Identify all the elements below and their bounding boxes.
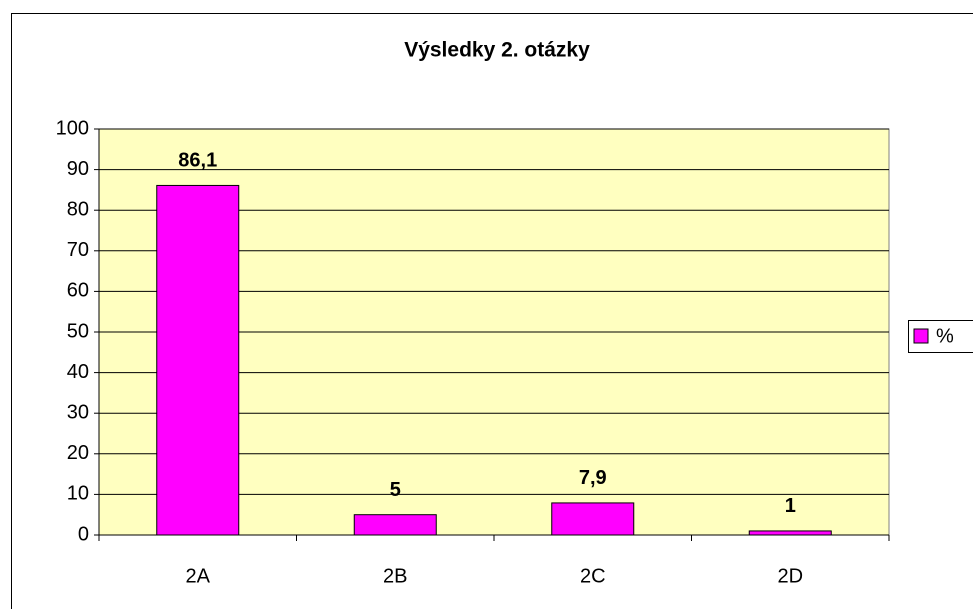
y-tick-label: 80 bbox=[67, 198, 89, 220]
y-tick-label: 0 bbox=[78, 523, 89, 545]
value-label: 1 bbox=[785, 495, 796, 517]
y-tick-label: 70 bbox=[67, 239, 89, 261]
y-tick-label: 10 bbox=[67, 483, 89, 505]
value-label: 7,9 bbox=[579, 467, 607, 489]
y-tick-label: 20 bbox=[67, 442, 89, 464]
chart-title: Výsledky 2. otázky bbox=[404, 39, 590, 62]
bar bbox=[156, 184, 240, 536]
x-tick-label: 2A bbox=[186, 565, 211, 587]
bar bbox=[551, 502, 635, 536]
y-tick-label: 40 bbox=[67, 361, 89, 383]
x-tick-label: 2D bbox=[777, 565, 803, 587]
bar bbox=[353, 514, 437, 536]
bar bbox=[748, 530, 832, 536]
x-tick-label: 2B bbox=[383, 565, 407, 587]
value-label: 5 bbox=[390, 479, 401, 501]
y-tick-label: 100 bbox=[56, 117, 89, 139]
x-tick-label: 2C bbox=[580, 565, 606, 587]
y-tick-label: 50 bbox=[67, 320, 89, 342]
y-tick-label: 30 bbox=[67, 401, 89, 423]
y-tick-label: 90 bbox=[67, 158, 89, 180]
legend-swatch bbox=[913, 328, 929, 344]
y-tick-label: 60 bbox=[67, 280, 89, 302]
value-label: 86,1 bbox=[178, 150, 217, 172]
legend-label: % bbox=[936, 325, 954, 347]
